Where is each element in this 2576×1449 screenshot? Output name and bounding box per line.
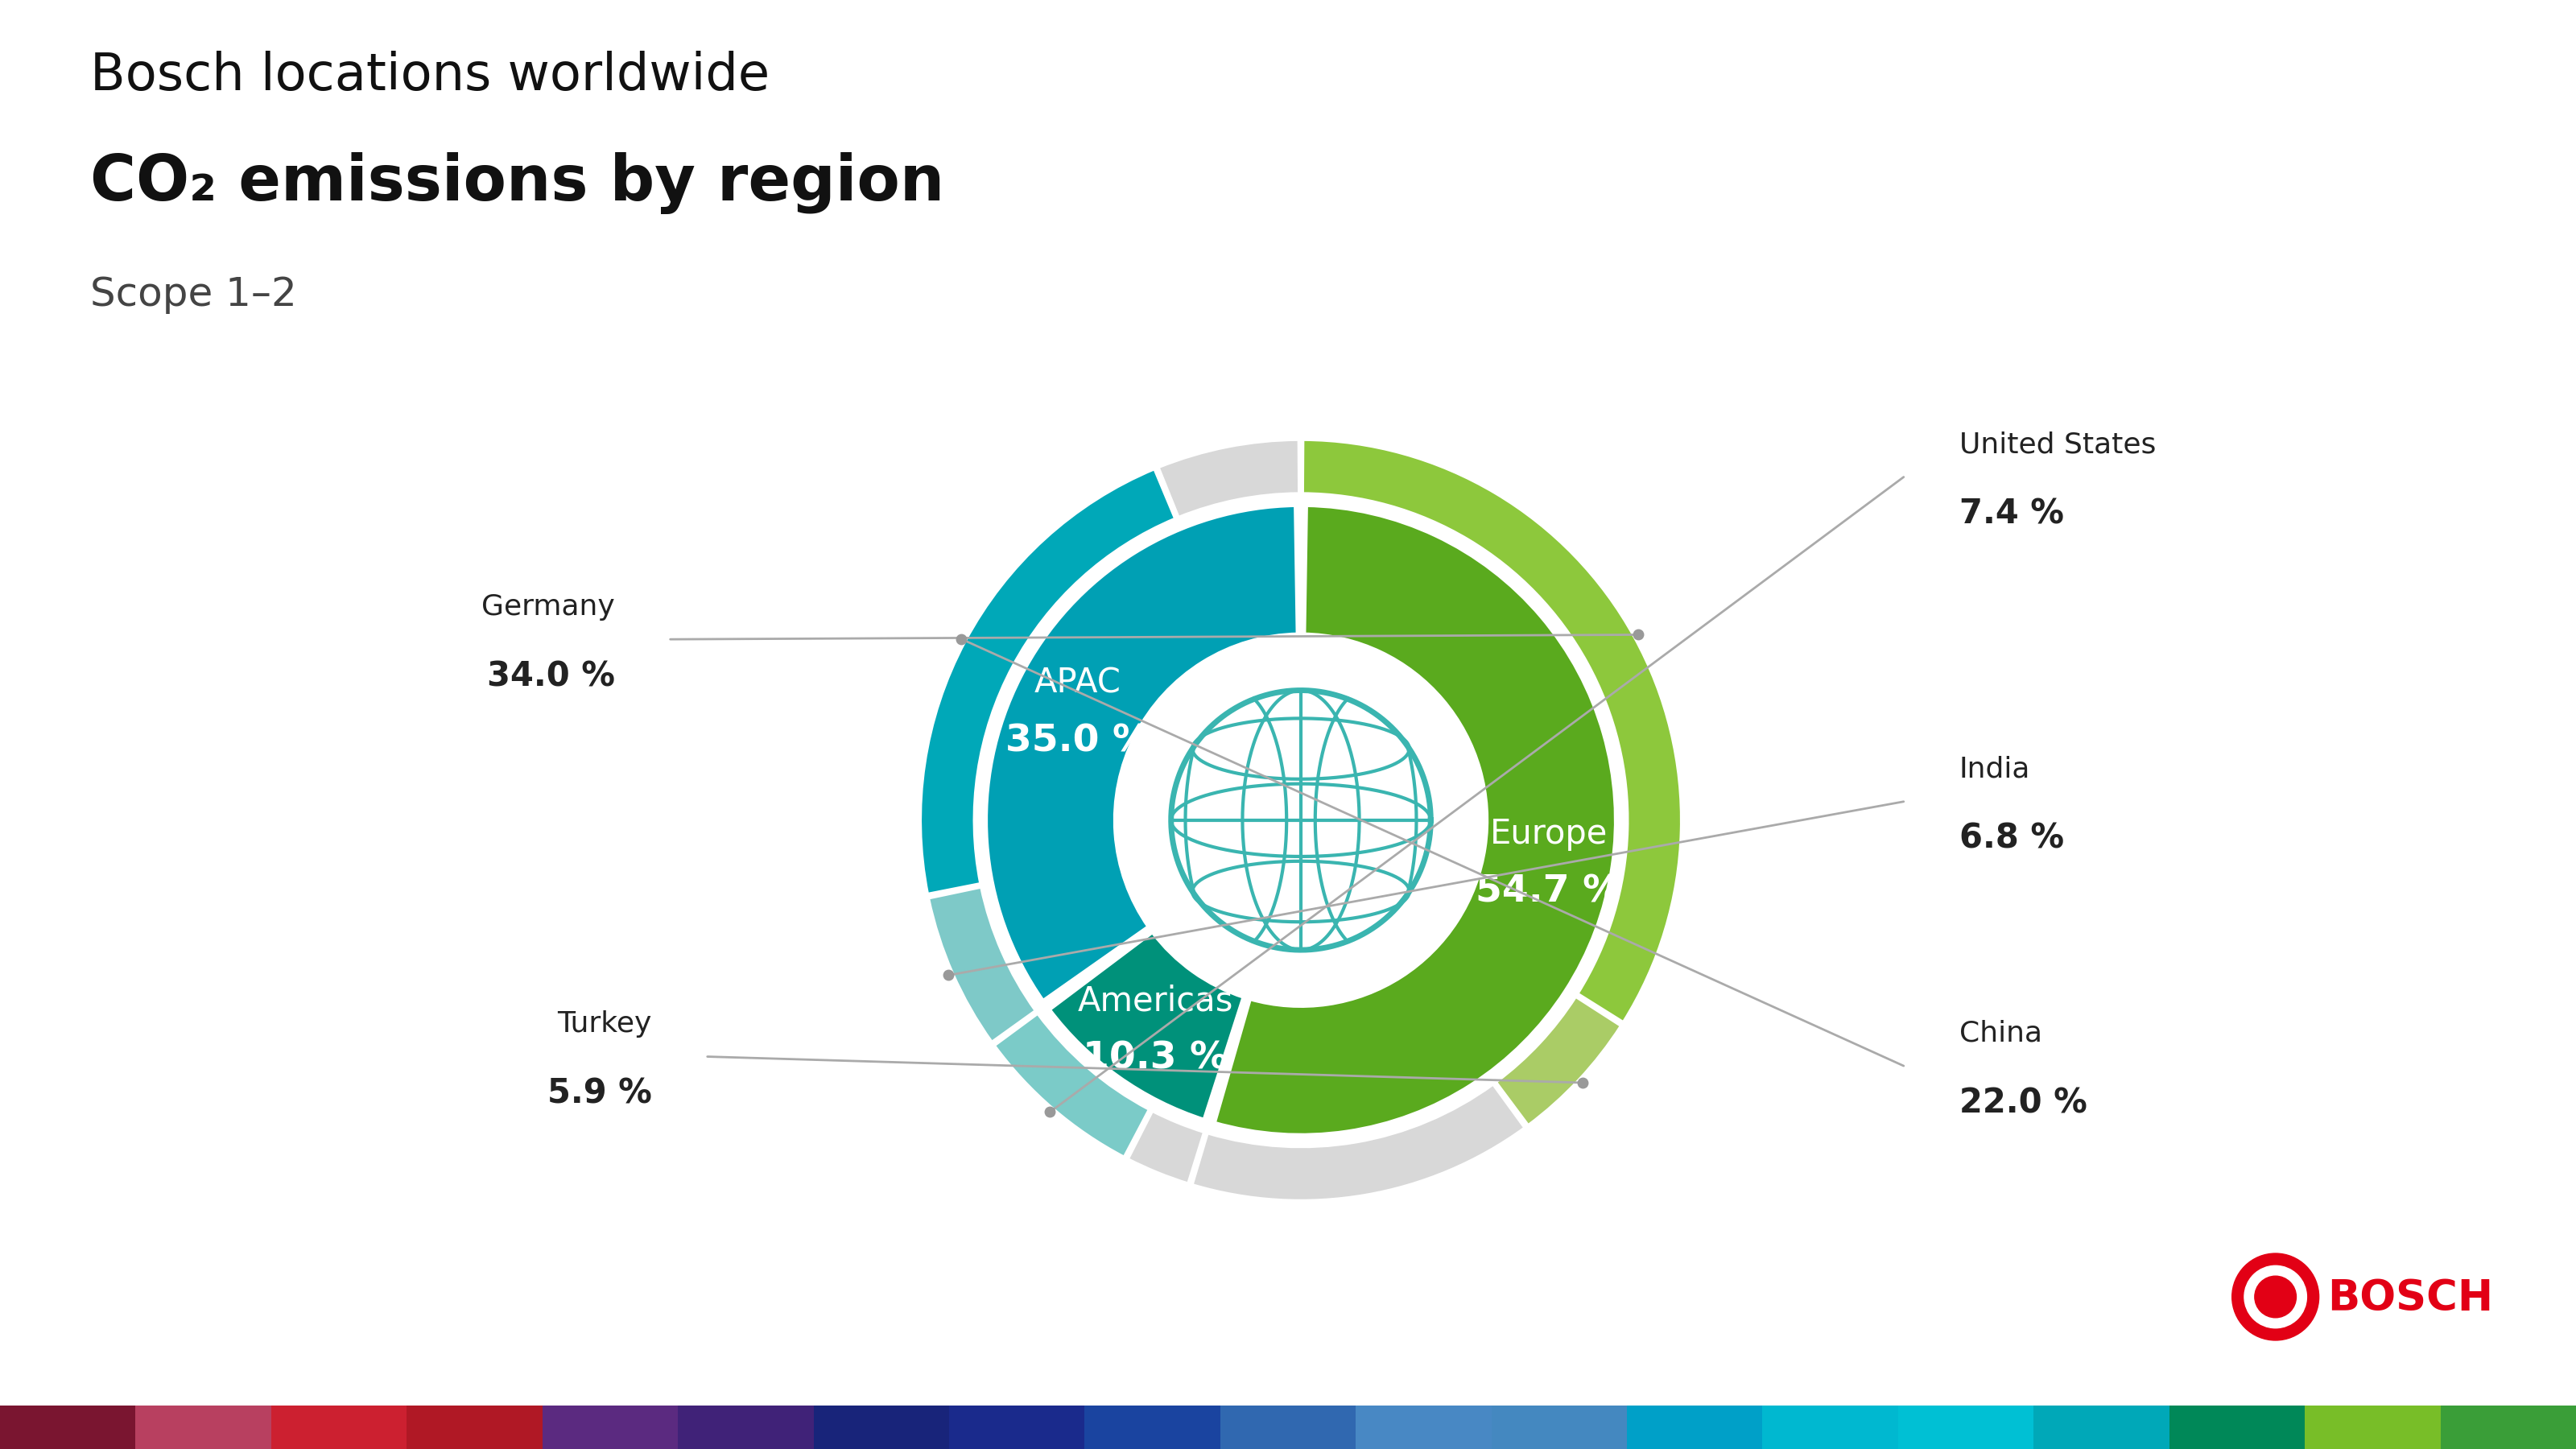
Bar	[137, 1406, 270, 1449]
Text: 34.0 %: 34.0 %	[487, 659, 616, 693]
Text: CO₂ emissions by region: CO₂ emissions by region	[90, 152, 945, 214]
Wedge shape	[1193, 1085, 1525, 1200]
Bar	[1355, 1406, 1492, 1449]
Text: 5.9 %: 5.9 %	[546, 1077, 652, 1110]
Text: 6.8 %: 6.8 %	[1960, 822, 2063, 855]
Bar	[1221, 1406, 1355, 1449]
Text: BOSCH: BOSCH	[2329, 1278, 2494, 1320]
Bar	[948, 1406, 1084, 1449]
Wedge shape	[994, 1014, 1149, 1156]
Bar	[1492, 1406, 1628, 1449]
Bar	[407, 1406, 544, 1449]
Wedge shape	[1303, 440, 1682, 1022]
Text: United States: United States	[1960, 430, 2156, 458]
Circle shape	[1115, 635, 1486, 1006]
Text: Scope 1–2: Scope 1–2	[90, 275, 296, 314]
Wedge shape	[1048, 932, 1244, 1120]
Wedge shape	[987, 504, 1298, 1001]
Bar	[1084, 1406, 1221, 1449]
Bar	[2439, 1406, 2576, 1449]
Text: India: India	[1960, 755, 2030, 782]
Wedge shape	[1159, 440, 1298, 517]
Text: China: China	[1960, 1020, 2043, 1048]
Bar	[677, 1406, 814, 1449]
Bar	[544, 1406, 677, 1449]
Text: 7.4 %: 7.4 %	[1960, 497, 2063, 530]
Text: Germany: Germany	[482, 593, 616, 620]
Text: 10.3 %: 10.3 %	[1082, 1040, 1229, 1077]
Text: Turkey: Turkey	[556, 1010, 652, 1037]
Wedge shape	[1497, 997, 1620, 1124]
Bar	[1628, 1406, 1762, 1449]
Bar	[1762, 1406, 1899, 1449]
Bar	[0, 1406, 137, 1449]
Bar	[1899, 1406, 2032, 1449]
Wedge shape	[920, 469, 1175, 894]
Text: Bosch locations worldwide: Bosch locations worldwide	[90, 51, 770, 100]
Bar	[2169, 1406, 2306, 1449]
Bar	[814, 1406, 948, 1449]
Text: 35.0 %: 35.0 %	[1005, 723, 1151, 759]
Text: Europe: Europe	[1489, 817, 1607, 851]
Bar	[2032, 1406, 2169, 1449]
Text: Americas: Americas	[1077, 984, 1234, 1017]
Circle shape	[2231, 1253, 2318, 1340]
Text: APAC: APAC	[1036, 667, 1121, 700]
Wedge shape	[1128, 1111, 1203, 1184]
Text: 22.0 %: 22.0 %	[1960, 1087, 2087, 1120]
Bar	[270, 1406, 407, 1449]
Wedge shape	[1213, 504, 1615, 1136]
Text: 54.7 %: 54.7 %	[1476, 874, 1620, 910]
Wedge shape	[930, 887, 1036, 1042]
Circle shape	[2244, 1265, 2306, 1329]
Circle shape	[2254, 1277, 2295, 1317]
Bar	[2306, 1406, 2439, 1449]
